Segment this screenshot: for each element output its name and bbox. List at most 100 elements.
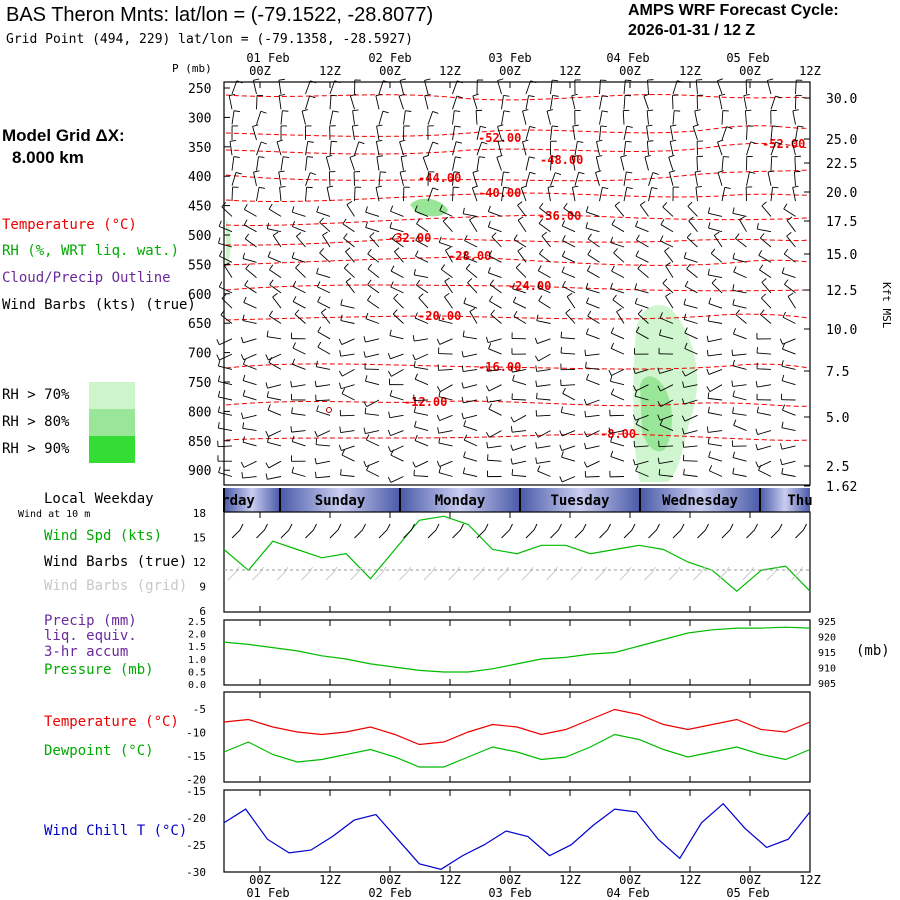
wind-barb-true (280, 523, 293, 539)
wind-barb-feather (610, 282, 613, 289)
wind-barb-feather (732, 359, 735, 366)
wind-barb-feather (279, 94, 286, 96)
wind-barb-feather (711, 278, 717, 284)
wind-barb-feather (322, 231, 328, 236)
wind-barb (488, 255, 502, 263)
wind-barb (586, 430, 600, 438)
wind-barb-feather (243, 358, 246, 365)
wind-barb-feather (327, 185, 334, 188)
wind-barb-feather (620, 155, 627, 158)
wind-barb-feather (414, 312, 418, 319)
wind-barb (329, 141, 332, 156)
wind-barb-feather (469, 216, 475, 221)
wind-barb-feather (637, 263, 642, 269)
wind-barb-feather (758, 464, 762, 471)
wind-barb (390, 454, 404, 462)
wind-barb (658, 445, 674, 448)
wind-barb (550, 172, 556, 186)
wind-barb-feather (272, 231, 279, 236)
wind-barb (390, 430, 404, 437)
wind-barb (463, 302, 478, 309)
wind-barb-feather (546, 109, 553, 112)
wind-barb (635, 423, 649, 431)
precip-accum-label: 3-hr accum (44, 644, 129, 660)
wind-barb-feather (387, 476, 392, 483)
chart-title: BAS Theron Mnts: lat/lon = (-79.1522, -2… (6, 4, 434, 26)
wind-barb-feather (535, 365, 538, 372)
wind-barb (586, 460, 600, 468)
wind-barb (759, 237, 772, 248)
wind-barb-feather (610, 327, 615, 334)
temperature-tick: -20 (186, 774, 206, 787)
wind-barb (585, 288, 600, 294)
wind-barb-feather (665, 292, 671, 297)
wind-barb (476, 126, 481, 141)
wind-barb (280, 156, 284, 171)
wind-barb (586, 211, 600, 217)
wind-barb-feather (291, 252, 295, 259)
wind-barb (721, 187, 726, 202)
wind-barb (399, 80, 404, 95)
wind-barb-grid (448, 566, 460, 581)
wind-barb (561, 430, 576, 437)
precip-label: Precip (mm) (44, 613, 137, 629)
bottom-hour-label: 00Z (249, 873, 271, 887)
wind-barb-feather (456, 95, 463, 99)
wind-barb-feather (486, 441, 489, 448)
wind-barb-feather (577, 140, 584, 143)
wind-barb-feather (503, 94, 510, 97)
wind-barb (708, 456, 723, 462)
wind-barb-feather (339, 426, 342, 433)
wind-barb-feather (216, 339, 220, 345)
wind-barb-feather (343, 233, 348, 239)
wind-barb-feather (677, 80, 684, 83)
isotherm-label: -24.00 (508, 279, 551, 293)
wind-barb-true (672, 523, 685, 539)
wind-barb (539, 207, 551, 217)
wind-barb (394, 251, 404, 263)
dewpoint-label: Dewpoint (°C) (44, 743, 154, 759)
wind-barb-feather (463, 451, 466, 458)
wind-barb-feather (561, 451, 564, 458)
wind-barb-feather (510, 444, 514, 451)
wind-barb-feather (563, 203, 568, 209)
wind-barb-feather (559, 476, 563, 483)
wind-barb-feather (536, 314, 539, 321)
wind-barb-feather (635, 220, 639, 227)
wind-barb-feather (683, 298, 686, 305)
wind-barb-feather (779, 338, 783, 345)
wind-barb-feather (561, 266, 565, 273)
wind-barb (340, 474, 355, 477)
wind-barb (269, 269, 282, 278)
wind-barb (668, 172, 674, 186)
wind-barb (276, 141, 282, 156)
wind-barb-feather (517, 216, 524, 221)
wind-barb (463, 256, 478, 263)
wind-barb (252, 80, 257, 95)
wind-barb-feather (218, 466, 221, 473)
wind-barb (684, 399, 698, 405)
wind-barb-feather (316, 206, 320, 213)
wind-barb (672, 110, 675, 125)
wind-barb-feather (780, 458, 783, 465)
wind-barb (415, 353, 429, 361)
wind-barb-feather (243, 296, 247, 303)
wind-barb (231, 110, 235, 125)
wind-barb-grid (766, 566, 779, 581)
wind-spd-label: Wind Spd (kts) (44, 528, 163, 544)
wind-barb (341, 445, 355, 452)
wind-barb-feather (755, 381, 758, 388)
wind-barb (220, 314, 233, 324)
wind-barb (562, 240, 576, 248)
pressure-tick: 900 (188, 464, 211, 479)
wind-barb (349, 95, 355, 110)
wind-barb-feather (390, 281, 394, 288)
wind-barb (463, 368, 478, 372)
wind-barb (440, 268, 453, 278)
isotherm-line (225, 313, 809, 321)
wind-barb-feather (555, 172, 562, 176)
wind-barb (278, 95, 282, 110)
wind-barb-feather (276, 139, 283, 143)
wind-barb (614, 205, 625, 217)
wind-barb (340, 384, 355, 390)
